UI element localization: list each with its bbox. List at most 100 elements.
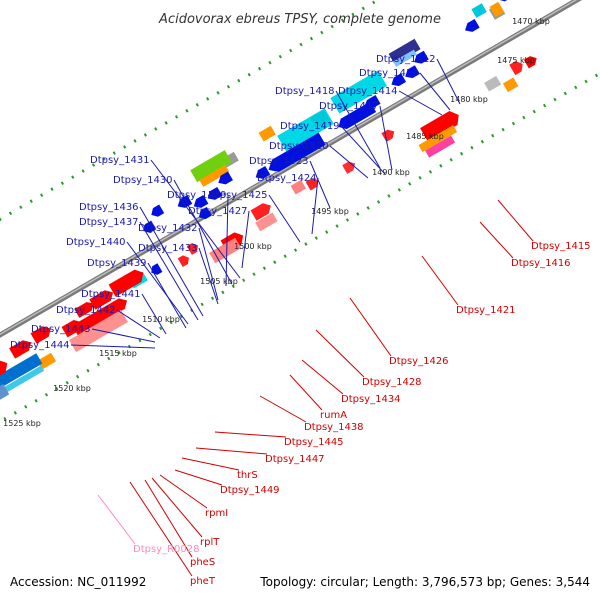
gene-leader-line — [181, 457, 240, 471]
gene-label[interactable]: Dtpsy_1438 — [304, 422, 364, 433]
gene-leader-line — [141, 293, 167, 335]
gene-label[interactable]: Dtpsy_1431 — [90, 155, 150, 166]
gene-label[interactable]: Dtpsy_1419 — [280, 121, 340, 132]
gene-block — [305, 178, 319, 191]
gene-leader-line — [174, 469, 223, 486]
gene-label[interactable]: Dtpsy_1424 — [257, 173, 317, 184]
gene-label[interactable]: Dtpsy_1436 — [79, 202, 139, 213]
gene-label[interactable]: Dtpsy_1420 — [269, 141, 329, 152]
gene-block — [381, 129, 395, 142]
gene-label[interactable]: Dtpsy_1441 — [81, 289, 141, 300]
accession-text: Accession: NC_011992 — [10, 575, 146, 589]
kbp-tick-label: 1525 kbp — [3, 419, 41, 428]
gene-label[interactable]: Dtpsy_1428 — [362, 377, 422, 388]
gene-label[interactable]: Dtpsy_1443 — [31, 324, 91, 335]
gene-block — [89, 290, 114, 310]
gene-label[interactable]: Dtpsy_1429 — [167, 190, 227, 201]
gene-label[interactable]: Dtpsy_1432 — [138, 223, 198, 234]
gene-leader-line — [497, 199, 534, 242]
gene-leader-line — [479, 221, 514, 259]
gene-label[interactable]: Dtpsy_1439 — [87, 258, 147, 269]
gene-label[interactable]: Dtpsy_1430 — [113, 175, 173, 186]
gene-label[interactable]: Dtpsy_1437 — [79, 217, 139, 228]
kbp-tick-label: 1490 kbp — [372, 168, 410, 177]
gene-leader-line — [70, 344, 156, 349]
gene-label[interactable]: pheT — [190, 576, 216, 587]
gene-block — [61, 320, 82, 338]
gene-leader-line — [139, 221, 199, 321]
gene-label[interactable]: Dtpsy_1445 — [284, 437, 344, 448]
gene-label[interactable]: Dtpsy_1418 — [275, 86, 335, 97]
kbp-tick-label: 1500 kbp — [234, 242, 272, 251]
kbp-tick-label: 1470 kbp — [512, 17, 550, 26]
gene-leader-line — [214, 431, 287, 438]
gene-label[interactable]: Dtpsy_1427 — [188, 206, 248, 217]
gene-leader-line — [144, 479, 193, 558]
gene-label[interactable]: Dtpsy_1426 — [389, 356, 449, 367]
gene-label[interactable]: Dtpsy_1433 — [138, 243, 198, 254]
gene-block — [198, 206, 212, 220]
gene-label[interactable]: rpmI — [205, 508, 228, 519]
gene-block — [465, 18, 480, 32]
gene-leader-line — [198, 247, 219, 305]
gene-block — [364, 95, 381, 109]
gene-label[interactable]: Dtpsy_1442 — [56, 305, 116, 316]
gene-label[interactable]: Dtpsy_1440 — [66, 237, 126, 248]
gene-leader-line — [195, 447, 268, 455]
gene-block — [0, 365, 45, 396]
gene-block — [484, 75, 502, 92]
gene-label[interactable]: Dtpsy_1434 — [341, 394, 401, 405]
gene-leader-line — [309, 160, 331, 209]
gene-label[interactable]: Dtpsy_1449 — [220, 485, 280, 496]
gene-leader-line — [241, 210, 250, 269]
gene-block — [405, 65, 420, 79]
gene-leader-line — [225, 194, 229, 287]
gene-label[interactable]: Dtpsy_1412 — [376, 54, 436, 65]
gene-label[interactable]: Dtpsy_1447 — [265, 454, 325, 465]
gene-leader-line — [398, 90, 443, 116]
kbp-tick-label: 1520 kbp — [53, 384, 91, 393]
gene-leader-line — [173, 179, 233, 285]
gene-label[interactable]: pheS — [190, 557, 215, 568]
gene-leader-line — [91, 328, 156, 343]
gene-label[interactable]: Dtpsy_1415 — [531, 241, 591, 252]
gene-block — [74, 302, 95, 318]
gene-block — [290, 179, 306, 195]
gene-label[interactable]: Dtpsy_1416 — [511, 258, 571, 269]
gene-leader-line — [335, 90, 381, 169]
genome-title: Acidovorax ebreus TPSY, complete genome — [158, 12, 441, 27]
gene-block — [338, 101, 377, 130]
gene-label[interactable]: rplT — [200, 537, 220, 548]
gene-label[interactable]: Dtpsy_1423 — [249, 156, 309, 167]
gene-leader-line — [421, 255, 459, 306]
gene-block — [255, 212, 278, 232]
gene-block — [0, 353, 43, 389]
gene-block — [186, 243, 199, 255]
gene-label[interactable]: Dtpsy_1417 — [319, 101, 379, 112]
gene-label[interactable]: rumA — [320, 410, 347, 421]
gene-leader-line — [97, 494, 136, 545]
gene-leader-line — [126, 241, 189, 325]
gene-block — [393, 49, 417, 67]
gene-block — [418, 125, 458, 153]
gene-leader-line — [159, 474, 208, 509]
gene-label[interactable]: Dtpsy_1413 — [359, 68, 419, 79]
kbp-tick-label: 1485 kbp — [406, 132, 444, 141]
backbone-highlight — [0, 0, 578, 336]
gene-leader-line — [259, 395, 307, 423]
gene-label[interactable]: thrS — [237, 470, 258, 481]
gene-block — [268, 158, 284, 172]
gene-block — [207, 186, 223, 200]
gene-block — [342, 161, 356, 174]
gene-block — [258, 125, 276, 142]
gene-block — [391, 73, 407, 87]
gene-label[interactable]: Dtpsy_1444 — [10, 340, 70, 351]
gene-label[interactable]: Dtpsy_R0028 — [133, 544, 200, 555]
gene-block — [199, 164, 230, 187]
genome-summary-text: Topology: circular; Length: 3,796,573 bp… — [259, 575, 590, 589]
gene-leader-line — [349, 297, 392, 357]
gene-label[interactable]: Dtpsy_1425 — [208, 190, 268, 201]
gene-label[interactable]: Dtpsy_1421 — [456, 305, 516, 316]
gene-block — [255, 165, 271, 179]
gene-label[interactable]: Dtpsy_1414 — [338, 86, 398, 97]
